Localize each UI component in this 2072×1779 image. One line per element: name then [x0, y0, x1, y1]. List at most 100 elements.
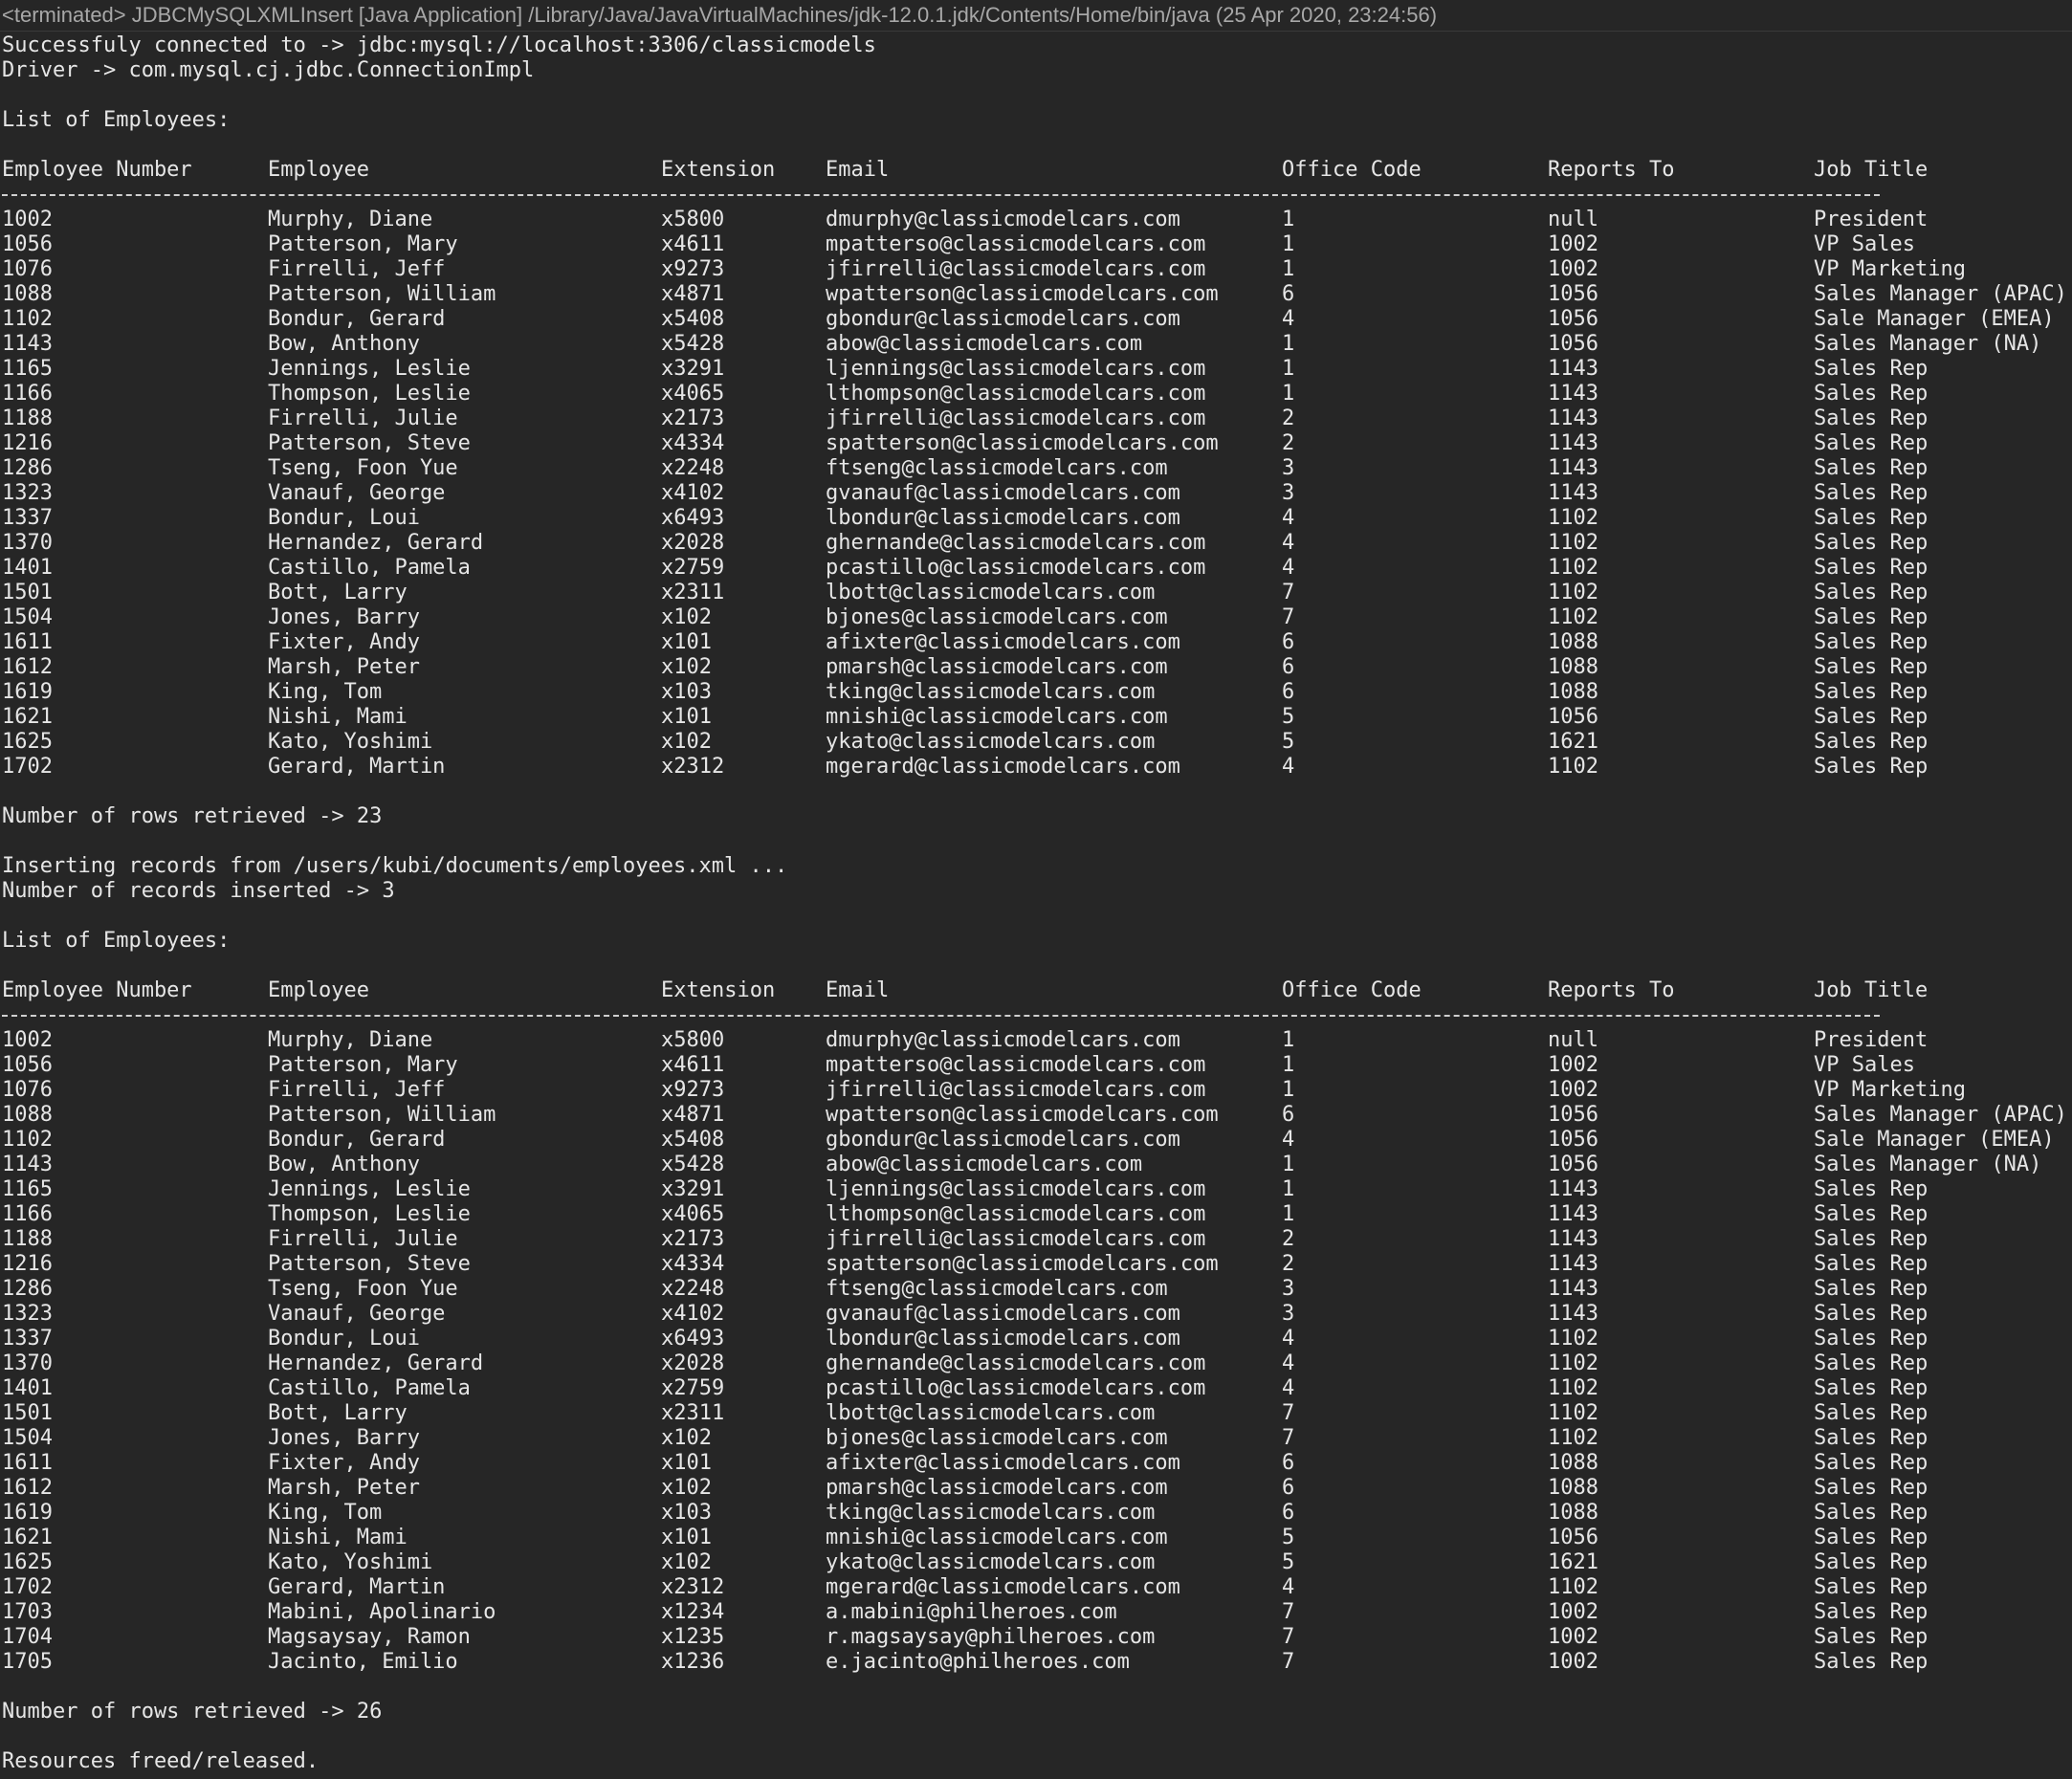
extension-cell: x2173 — [661, 406, 725, 430]
email-cell: dmurphy@classicmodelcars.com — [826, 208, 1180, 231]
job-title-cell: Sales Rep — [1814, 1376, 1929, 1400]
employee-name-cell: Marsh, Peter — [268, 655, 420, 679]
job-title-cell: Sales Rep — [1814, 382, 1929, 406]
office-code-cell: 1 — [1282, 232, 1295, 256]
email-cell: wpatterson@classicmodelcars.com — [826, 1103, 1219, 1127]
job-title-cell: Sales Rep — [1814, 1202, 1929, 1226]
table-row: 1143 Bow, Anthony x5428 abow@classicmodelca… — [2, 1153, 2072, 1177]
extension-cell: x2248 — [661, 1277, 725, 1301]
table-row: 1076 Firrelli, Jeff x9273 jfirrelli@classic… — [2, 1078, 2072, 1103]
reports-to-cell: 1102 — [1548, 531, 1598, 555]
office-code-cell: 6 — [1282, 1103, 1295, 1127]
extension-cell: x4334 — [661, 431, 725, 455]
email-cell: lthompson@classicmodelcars.com — [826, 382, 1206, 406]
column-header: Office Code — [1282, 978, 1422, 1002]
employee-number-cell: 1102 — [2, 1128, 53, 1152]
job-title-cell: Sales Rep — [1814, 755, 1929, 779]
reports-to-cell: 1002 — [1548, 1600, 1598, 1624]
employee-name-cell: Murphy, Diane — [268, 1028, 433, 1052]
console-output[interactable]: Successfuly connected to -> jdbc:mysql:/… — [0, 32, 2072, 1774]
office-code-cell: 4 — [1282, 1351, 1295, 1375]
office-code-cell: 1 — [1282, 1053, 1295, 1077]
table-row: 1076 Firrelli, Jeff x9273 jfirrelli@classic… — [2, 257, 2072, 282]
office-code-cell: 4 — [1282, 755, 1295, 779]
table-row: 1002 Murphy, Diane x5800 dmurphy@classicmod… — [2, 208, 2072, 232]
table-header: Employee Number Employee Extension Email… — [2, 978, 2072, 1003]
employee-name-cell: Jones, Barry — [268, 605, 420, 629]
employee-number-cell: 1612 — [2, 655, 53, 679]
employee-name-cell: Bondur, Loui — [268, 1327, 420, 1351]
reports-to-cell: 1088 — [1548, 1451, 1598, 1475]
reports-to-cell: 1143 — [1548, 1302, 1598, 1326]
reports-to-cell: 1621 — [1548, 1550, 1598, 1574]
table-row: 1143 Bow, Anthony x5428 abow@classicmodelca… — [2, 332, 2072, 357]
connection-message: Successfuly connected to -> jdbc:mysql:/… — [2, 33, 876, 57]
job-title-cell: Sales Rep — [1814, 680, 1929, 704]
extension-cell: x2311 — [661, 1401, 725, 1425]
employee-table-2: 1002 Murphy, Diane x5800 dmurphy@classicmod… — [2, 1028, 2072, 1675]
console-header: <terminated> JDBCMySQLXMLInsert [Java Ap… — [0, 0, 2072, 32]
employee-number-cell: 1143 — [2, 1153, 53, 1176]
column-header: Employee Number — [2, 978, 192, 1002]
job-title-cell: Sales Rep — [1814, 1177, 1929, 1201]
reports-to-cell: 1102 — [1548, 506, 1598, 530]
office-code-cell: 4 — [1282, 556, 1295, 580]
employee-name-cell: Castillo, Pamela — [268, 556, 471, 580]
table-row: 1703 Mabini, Apolinario x1234 a.mabini@phil… — [2, 1600, 2072, 1625]
employee-name-cell: King, Tom — [268, 680, 383, 704]
job-title-cell: VP Marketing — [1814, 257, 1966, 281]
email-cell: bjones@classicmodelcars.com — [826, 605, 1168, 629]
job-title-cell: Sales Rep — [1814, 531, 1929, 555]
job-title-cell: Sales Rep — [1814, 730, 1929, 754]
reports-to-cell: 1143 — [1548, 481, 1598, 505]
reports-to-cell: 1102 — [1548, 1351, 1598, 1375]
table-row: 1621 Nishi, Mami x101 mnishi@classicmodelca… — [2, 705, 2072, 730]
extension-cell: x4065 — [661, 1202, 725, 1226]
employee-name-cell: Patterson, William — [268, 282, 496, 306]
table-row: 1704 Magsaysay, Ramon x1235 r.magsaysay@phi… — [2, 1625, 2072, 1650]
extension-cell: x2248 — [661, 456, 725, 480]
employee-number-cell: 1337 — [2, 506, 53, 530]
reports-to-cell: 1002 — [1548, 1078, 1598, 1102]
job-title-cell: Sales Rep — [1814, 1451, 1929, 1475]
office-code-cell: 1 — [1282, 1202, 1295, 1226]
extension-cell: x5800 — [661, 1028, 725, 1052]
job-title-cell: Sales Rep — [1814, 431, 1929, 455]
extension-cell: x103 — [661, 680, 712, 704]
reports-to-cell: 1002 — [1548, 1625, 1598, 1649]
employee-number-cell: 1002 — [2, 1028, 53, 1052]
reports-to-cell: 1056 — [1548, 705, 1598, 729]
reports-to-cell: 1002 — [1548, 1053, 1598, 1077]
office-code-cell: 6 — [1282, 1476, 1295, 1500]
table-row: 1501 Bott, Larry x2311 lbott@classicmodelca… — [2, 581, 2072, 605]
column-header: Extension — [661, 158, 776, 182]
table-row: 1088 Patterson, William x4871 wpatterson@cl… — [2, 1103, 2072, 1128]
reports-to-cell: 1056 — [1548, 1128, 1598, 1152]
employee-number-cell: 1076 — [2, 1078, 53, 1102]
office-code-cell: 6 — [1282, 630, 1295, 654]
job-title-cell: Sales Rep — [1814, 1401, 1929, 1425]
office-code-cell: 7 — [1282, 1426, 1295, 1450]
reports-to-cell: 1102 — [1548, 1426, 1598, 1450]
employee-name-cell: Bow, Anthony — [268, 1153, 420, 1176]
extension-cell: x5428 — [661, 332, 725, 356]
column-header: Job Title — [1814, 978, 1929, 1002]
email-cell: jfirrelli@classicmodelcars.com — [826, 1078, 1206, 1102]
table-row: 1612 Marsh, Peter x102 pmarsh@classicmodelc… — [2, 655, 2072, 680]
office-code-cell: 7 — [1282, 1401, 1295, 1425]
office-code-cell: 1 — [1282, 1078, 1295, 1102]
email-cell: gvanauf@classicmodelcars.com — [826, 1302, 1180, 1326]
employee-number-cell: 1619 — [2, 1501, 53, 1525]
employee-name-cell: Vanauf, George — [268, 481, 446, 505]
reports-to-cell: null — [1548, 208, 1598, 231]
office-code-cell: 3 — [1282, 456, 1295, 480]
office-code-cell: 6 — [1282, 1451, 1295, 1475]
extension-cell: x3291 — [661, 1177, 725, 1201]
employee-number-cell: 1002 — [2, 208, 53, 231]
employee-name-cell: Vanauf, George — [268, 1302, 446, 1326]
email-cell: r.magsaysay@philheroes.com — [826, 1625, 1156, 1649]
column-header: Office Code — [1282, 158, 1422, 182]
employee-name-cell: Bott, Larry — [268, 1401, 408, 1425]
table-row: 1166 Thompson, Leslie x4065 lthompson@class… — [2, 1202, 2072, 1227]
employee-name-cell: Nishi, Mami — [268, 705, 408, 729]
